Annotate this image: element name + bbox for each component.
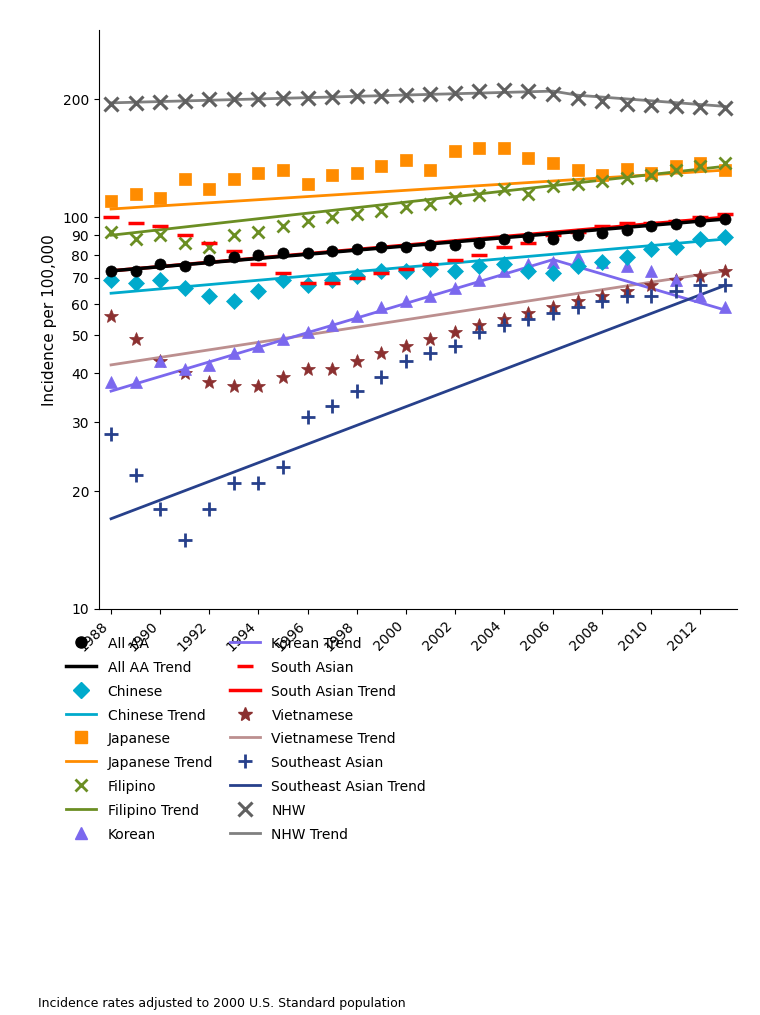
Text: Incidence rates adjusted to 2000 U.S. Standard population: Incidence rates adjusted to 2000 U.S. St…	[38, 997, 406, 1010]
Y-axis label: Incidence per 100,000: Incidence per 100,000	[42, 233, 57, 406]
Legend: All AA, All AA Trend, Chinese, Chinese Trend, Japanese, Japanese Trend, Filipino: All AA, All AA Trend, Chinese, Chinese T…	[66, 636, 426, 841]
